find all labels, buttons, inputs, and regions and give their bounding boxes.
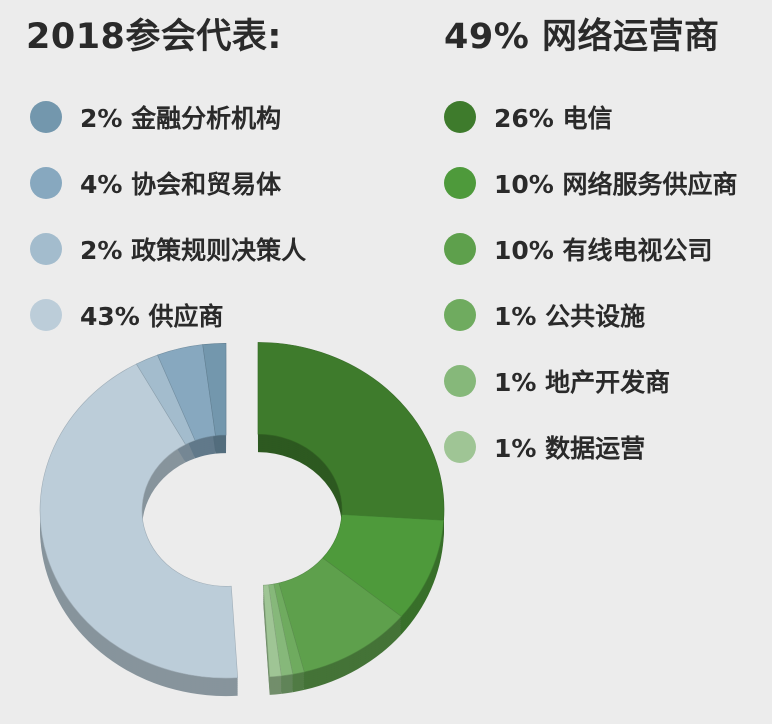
legend-label: 10% 有线电视公司 bbox=[494, 236, 713, 265]
left-title: 2018参会代表: bbox=[26, 17, 282, 57]
legend-item: 10% 有线电视公司 bbox=[444, 216, 738, 282]
right-title: 49% 网络运营商 bbox=[444, 17, 720, 57]
legend-swatch bbox=[444, 101, 476, 133]
legend-label: 1% 地产开发商 bbox=[494, 368, 671, 397]
legend-swatch bbox=[444, 299, 476, 331]
legend-item: 1% 地产开发商 bbox=[444, 348, 738, 414]
legend-item: 43% 供应商 bbox=[30, 282, 306, 348]
legend-item: 2% 金融分析机构 bbox=[30, 84, 306, 150]
legend-delegates: 2% 金融分析机构 4% 协会和贸易体 2% 政策规则决策人 43% 供应商 bbox=[30, 84, 306, 348]
legend-label: 2% 政策规则决策人 bbox=[80, 236, 307, 265]
legend-swatch bbox=[30, 101, 62, 133]
legend-swatch bbox=[30, 299, 62, 331]
legend-label: 26% 电信 bbox=[494, 104, 613, 133]
legend-item: 1% 数据运营 bbox=[444, 414, 738, 480]
legend-swatch bbox=[444, 365, 476, 397]
legend-label: 1% 数据运营 bbox=[494, 434, 646, 463]
legend-item: 1% 公共设施 bbox=[444, 282, 738, 348]
legend-label: 43% 供应商 bbox=[80, 302, 224, 331]
legend-swatch bbox=[30, 233, 62, 265]
legend-swatch bbox=[444, 233, 476, 265]
donut-slice bbox=[39, 363, 239, 679]
donut-slice bbox=[202, 342, 227, 437]
legend-label: 4% 协会和贸易体 bbox=[80, 170, 282, 199]
donut-chart bbox=[39, 342, 445, 697]
legend-label: 10% 网络服务供应商 bbox=[494, 170, 738, 199]
legend-item: 26% 电信 bbox=[444, 84, 738, 150]
legend-swatch bbox=[444, 431, 476, 463]
legend-item: 4% 协会和贸易体 bbox=[30, 150, 306, 216]
legend-network-operators: 26% 电信 10% 网络服务供应商 10% 有线电视公司 1% 公共设施 1%… bbox=[444, 84, 738, 480]
legend-swatch bbox=[444, 167, 476, 199]
legend-label: 2% 金融分析机构 bbox=[80, 104, 282, 133]
donut-slice bbox=[257, 342, 445, 521]
donut-top-layer bbox=[39, 342, 445, 679]
donut-slice bbox=[262, 584, 282, 678]
legend-label: 1% 公共设施 bbox=[494, 302, 646, 331]
legend-item: 10% 网络服务供应商 bbox=[444, 150, 738, 216]
legend-item: 2% 政策规则决策人 bbox=[30, 216, 306, 282]
legend-swatch bbox=[30, 167, 62, 199]
